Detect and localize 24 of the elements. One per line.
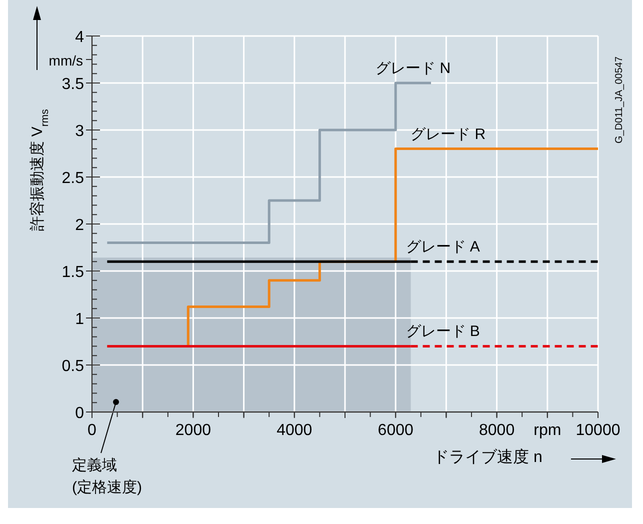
y-tick-label: mm/s (48, 52, 83, 68)
series-label: グレード R (410, 126, 486, 143)
x-tick-label: 8000 (479, 422, 515, 439)
series-label: グレード N (376, 60, 451, 77)
x-axis-title: ドライブ速度 n (433, 448, 542, 466)
x-tick-label: 10000 (576, 422, 620, 439)
y-tick-label: 2 (75, 217, 84, 234)
y-tick-label: 2.5 (62, 170, 84, 187)
x-tick-label: 0 (88, 422, 97, 439)
series-label: グレード B (406, 323, 480, 340)
x-tick-label: 4000 (276, 422, 312, 439)
series-label: グレード A (406, 238, 480, 256)
y-tick-label: 0.5 (62, 358, 84, 375)
x-tick-label: 6000 (378, 422, 414, 439)
x-tick-label: rpm (534, 422, 562, 439)
y-tick-label: 1.5 (62, 264, 84, 281)
x-tick-label: 2000 (175, 422, 212, 439)
text: G_D011_JA_00547 (614, 56, 625, 144)
y-tick-label: 0 (75, 405, 84, 422)
y-tick-label: 3 (75, 123, 84, 140)
band-label: 定義域 (定格速度) (72, 457, 142, 496)
y-tick-label: 4 (75, 29, 84, 46)
y-tick-label: 3.5 (62, 76, 84, 93)
y-tick-label: 1 (75, 311, 84, 328)
